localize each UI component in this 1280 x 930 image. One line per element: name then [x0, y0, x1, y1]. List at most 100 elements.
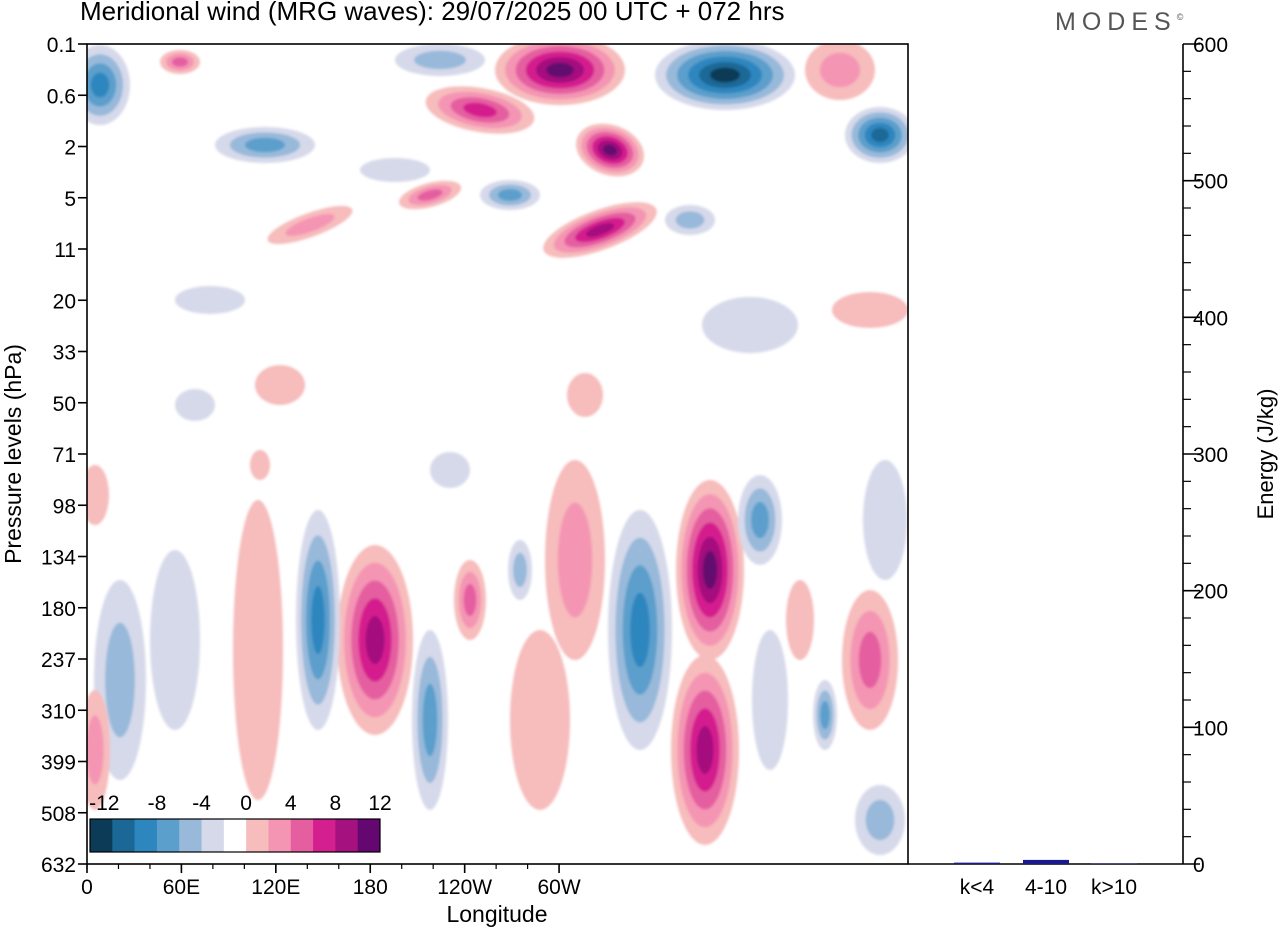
energy-category-label: k>10: [1091, 876, 1137, 899]
colorbar: -12 -8 -4 0 4 8 12: [89, 792, 392, 853]
negative-contour-band: [360, 158, 430, 182]
energy-tick-label: 0: [1193, 854, 1205, 877]
positive-contour-band: [786, 580, 814, 660]
colorbar-swatch: [290, 819, 314, 852]
contour-field: [87, 44, 908, 855]
energy-axis: 0 100 200 300 400 500 600: [1183, 34, 1228, 877]
pressure-tick-label: 134: [41, 547, 76, 570]
negative-contour-band: [865, 799, 895, 841]
pressure-tick-label: 0.6: [47, 85, 76, 108]
energy-bar: [1023, 859, 1069, 864]
positive-contour-band: [510, 630, 570, 810]
chart-title: Meridional wind (MRG waves): 29/07/2025 …: [80, 0, 785, 26]
positive-contour-band: [858, 631, 882, 689]
longitude-tick-label: 120E: [251, 876, 300, 899]
colorbar-swatch: [179, 819, 203, 852]
negative-contour-band: [175, 389, 215, 421]
negative-contour-band: [871, 127, 889, 143]
longitude-axis: 0 60E 120E 180 120W 60W: [81, 864, 581, 899]
positive-contour-band: [832, 292, 908, 328]
colorbar-swatch: [201, 819, 225, 852]
x-axis-label: Longitude: [446, 901, 547, 927]
pressure-tick-label: 33: [53, 342, 76, 365]
negative-contour-band: [90, 72, 110, 98]
pressure-tick-label: 310: [41, 700, 76, 723]
colorbar-label: 0: [240, 792, 252, 815]
pressure-tick-label: 71: [53, 444, 76, 467]
negative-contour-band: [630, 592, 650, 668]
colorbar-frame: [89, 818, 381, 853]
positive-contour-band: [171, 57, 189, 67]
pressure-tick-label: 2: [64, 137, 76, 160]
positive-contour-band: [463, 102, 497, 118]
energy-axis-label: Energy (J/kg): [1253, 389, 1278, 520]
negative-contour-band: [513, 552, 527, 588]
pressure-tick-label: 20: [53, 290, 76, 313]
colorbar-swatch: [313, 819, 336, 852]
colorbar-swatch: [335, 819, 359, 852]
colorbar-label: 12: [368, 792, 391, 815]
energy-categories: k<4 4-10 k>10: [960, 876, 1137, 899]
brand-text: MODES: [1055, 8, 1177, 36]
positive-contour-band: [255, 365, 305, 405]
colorbar-label: 4: [285, 792, 297, 815]
colorbar-swatch: [357, 819, 381, 852]
positive-contour-band: [365, 616, 385, 664]
pressure-axis: 0.1 0.6 2 5 11 20 33 50 71 98 134 180 237 310 399 508 63…: [41, 34, 87, 877]
negative-contour-band: [422, 683, 438, 757]
positive-contour-band: [557, 502, 593, 618]
negative-contour-band: [702, 297, 798, 353]
colorbar-swatch: [156, 819, 180, 852]
energy-tick-label: 200: [1193, 581, 1228, 604]
negative-contour-band: [430, 452, 470, 488]
negative-contour-band: [675, 211, 705, 229]
energy-tick-label: 100: [1193, 717, 1228, 740]
brand-mark: ©: [1176, 12, 1184, 22]
pressure-tick-label: 632: [41, 854, 76, 877]
modes-logo: MODES©: [1055, 8, 1183, 37]
colorbar-swatch: [246, 819, 269, 852]
energy-panel: 0 100 200 300 400 500 600 k<4 4-10 k>10: [908, 34, 1228, 899]
longitude-tick-label: 60E: [163, 876, 200, 899]
positive-contour-band: [285, 214, 335, 236]
longitude-tick-label: 180: [353, 876, 388, 899]
negative-contour-band: [311, 585, 325, 655]
positive-contour-band: [819, 52, 861, 88]
colorbar-label: -12: [89, 792, 119, 815]
pressure-tick-label: 0.1: [47, 34, 76, 57]
pressure-tick-label: 237: [41, 649, 76, 672]
pressure-tick-label: 98: [53, 495, 76, 518]
energy-category-label: 4-10: [1025, 876, 1067, 899]
energy-category-label: k<4: [960, 876, 995, 899]
longitude-tick-label: 0: [81, 876, 93, 899]
energy-bar: [954, 862, 1000, 864]
plot-frame: [86, 43, 909, 865]
positive-contour-band: [250, 450, 270, 480]
colorbar-label: 8: [330, 792, 342, 815]
negative-contour-band: [751, 501, 769, 539]
positive-contour-band: [602, 144, 618, 156]
colorbar-label: -4: [192, 792, 211, 815]
negative-contour-band: [244, 137, 286, 153]
energy-tick-label: 500: [1193, 171, 1228, 194]
colorbar-swatch: [90, 819, 113, 852]
positive-contour-band: [417, 189, 443, 201]
energy-tick-label: 400: [1193, 307, 1228, 330]
negative-contour-band: [175, 286, 245, 314]
negative-contour-band: [820, 700, 830, 730]
positive-contour-band: [233, 500, 283, 800]
negative-contour-band: [710, 67, 740, 83]
positive-contour-band: [546, 62, 574, 78]
positive-contour-band: [585, 223, 615, 237]
y-axis-label: Pressure levels (hPa): [0, 344, 26, 564]
positive-contour-band: [463, 583, 477, 617]
negative-contour-band: [497, 189, 523, 201]
colorbar-swatch: [134, 819, 158, 852]
contour-fill-group: [87, 44, 908, 855]
positive-contour-band: [696, 726, 714, 774]
colorbar-swatch: [223, 819, 247, 852]
energy-bar: [1091, 863, 1137, 864]
pressure-tick-label: 50: [53, 393, 76, 416]
energy-bars: [954, 859, 1137, 864]
